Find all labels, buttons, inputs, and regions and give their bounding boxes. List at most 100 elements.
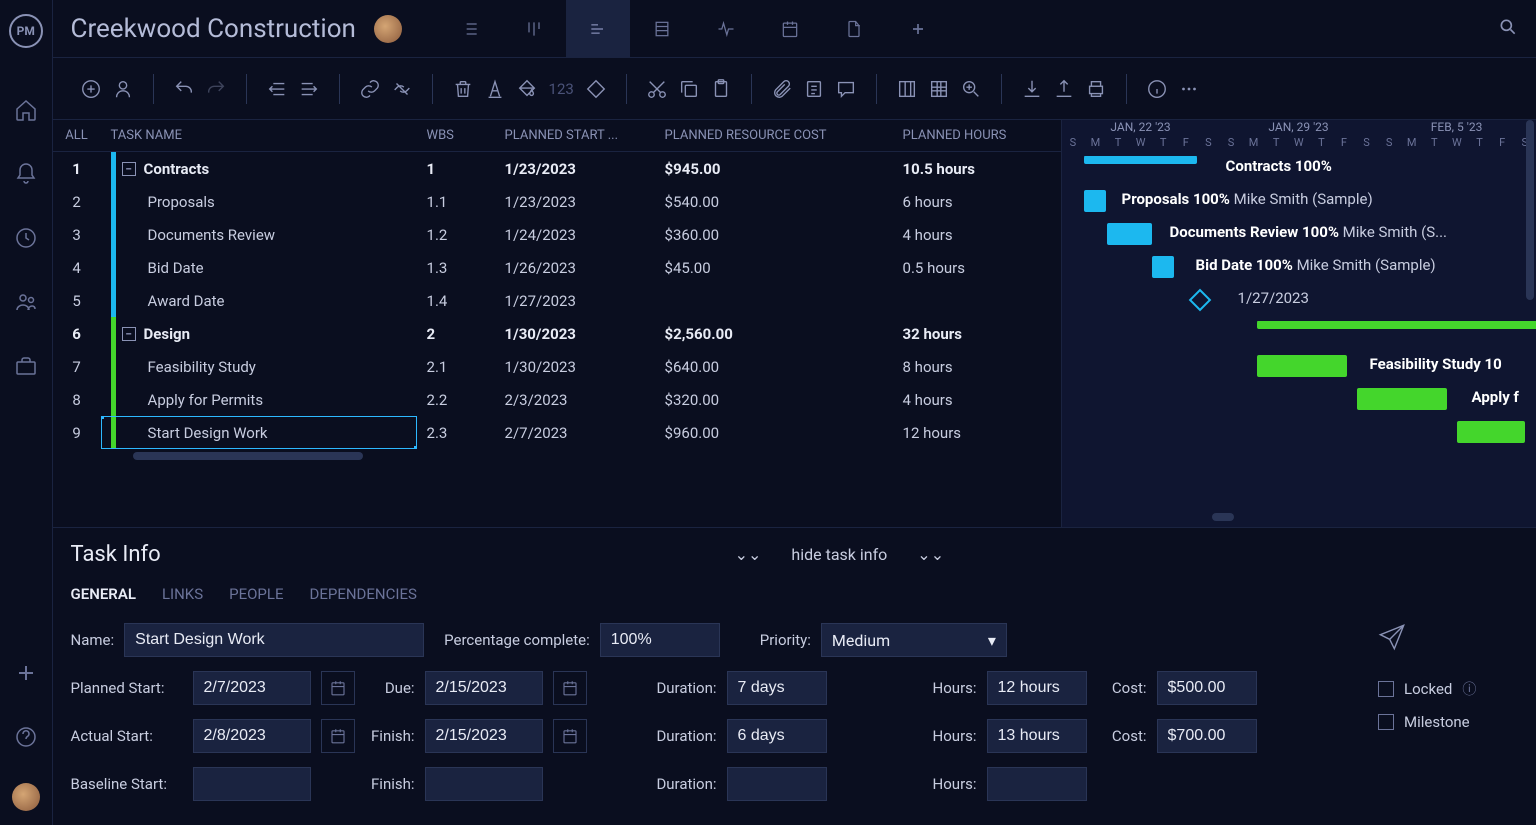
task-name-cell[interactable]: Bid Date (101, 251, 417, 284)
wbs-cell[interactable]: 2.3 (417, 424, 495, 442)
task-name-cell[interactable]: Start Design Work (101, 416, 417, 449)
task-name-cell[interactable]: −Contracts (101, 152, 417, 185)
start-cell[interactable]: 2/3/2023 (495, 391, 655, 409)
comment-button[interactable] (832, 75, 860, 103)
cut-button[interactable] (643, 75, 671, 103)
start-cell[interactable]: 1/24/2023 (495, 226, 655, 244)
duration-input[interactable] (727, 767, 827, 801)
import-button[interactable] (1018, 75, 1046, 103)
task-row[interactable]: 4Bid Date1.31/26/2023$45.000.5 hours (53, 251, 1061, 284)
notes-button[interactable] (800, 75, 828, 103)
cost-input[interactable] (1157, 719, 1257, 753)
gantt-bar[interactable] (1457, 421, 1525, 443)
wbs-cell[interactable]: 1.4 (417, 292, 495, 310)
help-icon[interactable] (14, 725, 38, 749)
briefcase-icon[interactable] (14, 354, 38, 378)
cost-cell[interactable]: $640.00 (655, 358, 893, 376)
paste-button[interactable] (707, 75, 735, 103)
tab-general[interactable]: GENERAL (71, 585, 136, 603)
tab-people[interactable]: PEOPLE (229, 585, 283, 603)
wbs-cell[interactable]: 2 (417, 325, 495, 343)
name-input[interactable] (124, 623, 424, 657)
start-cell[interactable]: 1/27/2023 (495, 292, 655, 310)
hours-cell[interactable]: 10.5 hours (893, 160, 1061, 178)
wbs-cell[interactable]: 1.3 (417, 259, 495, 277)
wbs-cell[interactable]: 1.1 (417, 193, 495, 211)
start-cell[interactable]: 1/30/2023 (495, 358, 655, 376)
grid-hscroll[interactable] (53, 449, 1061, 463)
hours-cell[interactable]: 4 hours (893, 391, 1061, 409)
hours-cell[interactable]: 8 hours (893, 358, 1061, 376)
hours-input[interactable] (987, 671, 1087, 705)
indent-button[interactable] (295, 75, 323, 103)
hours-cell[interactable]: 4 hours (893, 226, 1061, 244)
gantt-hscroll[interactable] (1212, 513, 1234, 521)
hours-cell[interactable]: 12 hours (893, 424, 1061, 442)
start-cell[interactable]: 2/7/2023 (495, 424, 655, 442)
gantt-bar[interactable] (1257, 355, 1347, 377)
hours-input[interactable] (987, 767, 1087, 801)
cost-cell[interactable]: $960.00 (655, 424, 893, 442)
cost-cell[interactable]: $45.00 (655, 259, 893, 277)
task-row[interactable]: 9Start Design Work2.32/7/2023$960.0012 h… (53, 416, 1061, 449)
font-button[interactable] (481, 75, 509, 103)
hours-cell[interactable]: 0.5 hours (893, 259, 1061, 277)
start-cell[interactable]: 1/23/2023 (495, 160, 655, 178)
gantt-bar[interactable] (1257, 321, 1536, 329)
hours-input[interactable] (987, 719, 1087, 753)
view-activity[interactable] (694, 0, 758, 58)
gantt-bar[interactable] (1152, 256, 1174, 278)
start-cell[interactable]: 1/30/2023 (495, 325, 655, 343)
col-hours[interactable]: PLANNED HOURS (893, 128, 1061, 143)
team-icon[interactable] (14, 290, 38, 314)
clock-icon[interactable] (14, 226, 38, 250)
calendar-icon[interactable] (321, 719, 355, 753)
gantt-bar[interactable] (1107, 223, 1152, 245)
home-icon[interactable] (14, 98, 38, 122)
task-row[interactable]: 8Apply for Permits2.22/3/2023$320.004 ho… (53, 383, 1061, 416)
gantt-bar[interactable] (1357, 388, 1447, 410)
unlink-button[interactable] (388, 75, 416, 103)
task-row[interactable]: 3Documents Review1.21/24/2023$360.004 ho… (53, 218, 1061, 251)
wbs-cell[interactable]: 1 (417, 160, 495, 178)
redo-button[interactable] (202, 75, 230, 103)
export-button[interactable] (1050, 75, 1078, 103)
view-board[interactable] (502, 0, 566, 58)
attach-button[interactable] (768, 75, 796, 103)
cost-cell[interactable]: $360.00 (655, 226, 893, 244)
undo-button[interactable] (170, 75, 198, 103)
milestone-diamond[interactable] (1188, 289, 1211, 312)
duration-input[interactable] (727, 671, 827, 705)
col-start[interactable]: PLANNED START ... (495, 128, 655, 143)
start-cell[interactable]: 1/23/2023 (495, 193, 655, 211)
col-task[interactable]: TASK NAME (101, 128, 417, 143)
wbs-cell[interactable]: 2.1 (417, 358, 495, 376)
add-icon[interactable] (14, 661, 38, 685)
task-row[interactable]: 6−Design21/30/2023$2,560.0032 hours (53, 317, 1061, 350)
copy-button[interactable] (675, 75, 703, 103)
task-name-cell[interactable]: −Design (101, 317, 417, 350)
collapse-toggle[interactable]: − (122, 162, 136, 176)
col-cost[interactable]: PLANNED RESOURCE COST (655, 128, 893, 143)
calendar-icon[interactable] (321, 671, 355, 705)
view-files[interactable] (822, 0, 886, 58)
milestone-checkbox[interactable] (1378, 714, 1394, 730)
view-sheet[interactable] (630, 0, 694, 58)
app-logo[interactable]: PM (9, 14, 43, 48)
add-task-button[interactable] (77, 75, 105, 103)
task-name-cell[interactable]: Apply for Permits (101, 383, 417, 416)
col-wbs[interactable]: WBS (417, 128, 495, 143)
assign-button[interactable] (109, 75, 137, 103)
task-row[interactable]: 5Award Date1.41/27/2023 (53, 284, 1061, 317)
locked-checkbox[interactable] (1378, 681, 1394, 697)
info-icon[interactable]: ⓘ (1462, 679, 1476, 699)
calendar-icon[interactable] (553, 719, 587, 753)
link-button[interactable] (356, 75, 384, 103)
date-input[interactable] (193, 719, 311, 753)
user-avatar[interactable] (12, 783, 40, 811)
task-name-cell[interactable]: Documents Review (101, 218, 417, 251)
duration-input[interactable] (727, 719, 827, 753)
task-name-cell[interactable]: Proposals (101, 185, 417, 218)
bell-icon[interactable] (14, 162, 38, 186)
print-button[interactable] (1082, 75, 1110, 103)
